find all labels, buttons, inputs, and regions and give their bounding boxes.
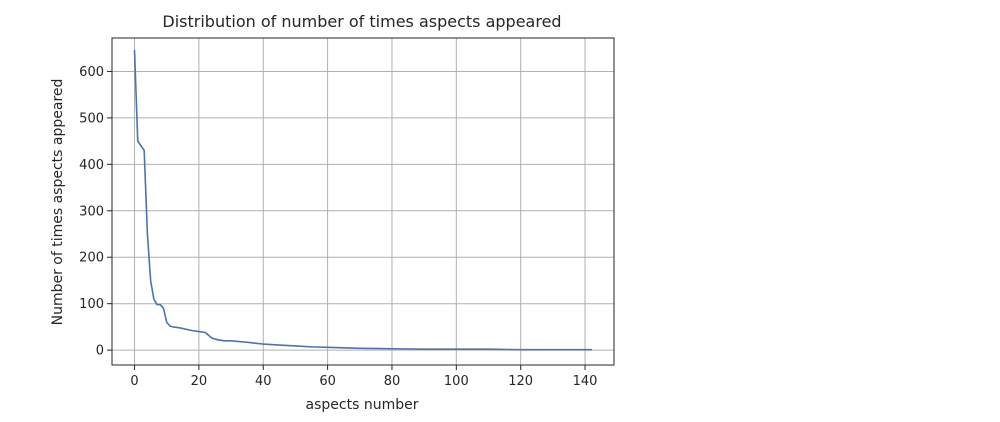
y-tick-label: 200 <box>79 251 104 266</box>
series-line <box>133 49 593 351</box>
chart-title: Distribution of number of times aspects … <box>162 12 561 31</box>
x-axis-ticks: 0 20 40 60 80 100 120 140 <box>130 365 597 389</box>
x-tick-label: 120 <box>508 374 533 389</box>
y-tick-label: 400 <box>79 158 104 173</box>
x-axis-label: aspects number <box>306 397 419 413</box>
x-tick-label: 80 <box>384 374 401 389</box>
y-tick-label: 500 <box>79 111 104 126</box>
grid <box>112 38 614 365</box>
y-tick-label: 300 <box>79 204 104 219</box>
y-tick-label: 100 <box>79 297 104 312</box>
y-axis-label: Number of times aspects appeared <box>50 79 66 326</box>
x-tick-label: 0 <box>130 374 138 389</box>
plot-frame <box>111 37 615 366</box>
x-tick-label: 60 <box>319 374 336 389</box>
y-axis-ticks: 0 100 200 300 400 500 600 <box>79 65 112 359</box>
series-layer <box>133 49 593 351</box>
y-tick-label: 600 <box>79 65 104 80</box>
y-tick-label: 0 <box>96 344 104 359</box>
x-tick-label: 100 <box>444 374 469 389</box>
x-tick-label: 40 <box>255 374 272 389</box>
x-tick-label: 140 <box>573 374 598 389</box>
x-tick-label: 20 <box>191 374 208 389</box>
